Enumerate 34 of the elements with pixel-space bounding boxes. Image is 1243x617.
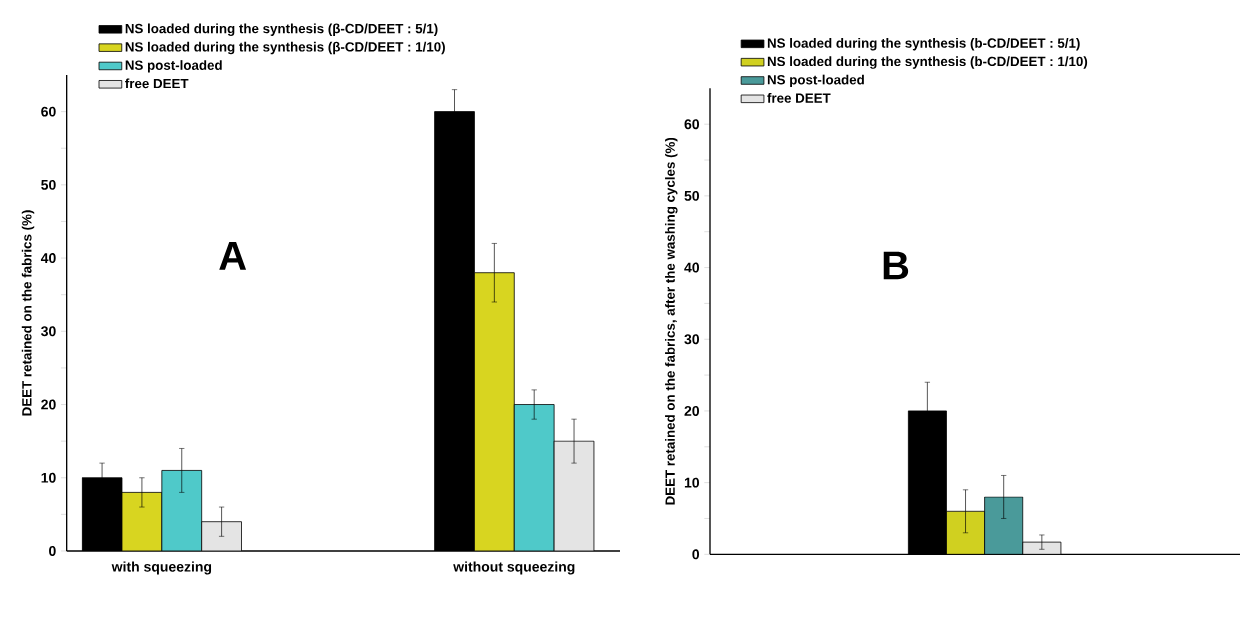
bar	[553, 440, 595, 551]
y-tick-label: 0	[49, 546, 56, 556]
y-tick-label: 50	[41, 179, 56, 190]
legend-label: NS loaded during the synthesis (β-CD/DEET : 5/1)	[125, 23, 438, 36]
x-tick-label: without squeezing	[453, 561, 575, 575]
y-tick-label: 40	[684, 262, 700, 273]
y-tick-label: 30	[41, 326, 56, 337]
bar	[474, 272, 515, 551]
legend-label: NS post-loaded	[125, 60, 222, 73]
annotation: A	[219, 242, 247, 270]
y-tick-label: 0	[692, 549, 700, 560]
y-tick-label: 50	[684, 190, 700, 201]
y-tick-label: 30	[684, 334, 700, 345]
y-tick-label: 60	[41, 106, 56, 117]
legend-label: NS loaded during the synthesis (β-CD/DEET : 1/10)	[125, 41, 445, 55]
y-axis-title: DEET retained on the fabrics (%)	[21, 210, 35, 416]
legend-label: NS loaded during the synthesis (b-CD/DEET : 5/1)	[767, 38, 1080, 51]
annotation: B	[883, 251, 909, 280]
y-tick-label: 20	[684, 405, 700, 416]
bar	[161, 470, 203, 551]
y-tick-label: 10	[684, 477, 700, 488]
x-tick-label: with squeezing	[111, 561, 212, 575]
y-tick-label: 40	[40, 253, 56, 264]
legend-label: NS post-loaded	[767, 74, 864, 88]
y-axis-title: DEET retained on the fabrics, after the washing cycles (%)	[665, 137, 678, 505]
y-tick-label: 10	[41, 472, 56, 483]
legend-label: NS loaded during the synthesis (b-CD/DEET : 1/10)	[767, 56, 1088, 69]
y-tick-label: 60	[684, 119, 700, 130]
legend-label: free DEET	[767, 92, 831, 103]
y-tick-label: 20	[41, 399, 56, 410]
bar	[121, 492, 163, 551]
bar	[513, 404, 555, 551]
legend-label: free DEET	[125, 78, 189, 89]
bar	[201, 521, 242, 551]
